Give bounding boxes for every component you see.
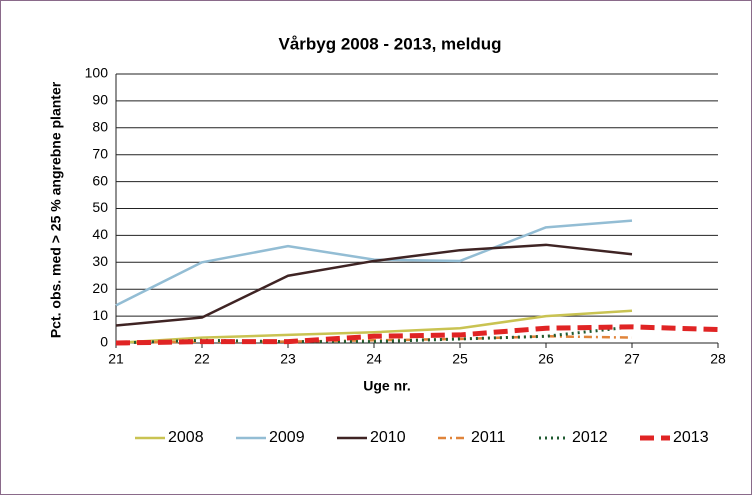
y-tick-label: 90 (92, 92, 108, 108)
y-tick-label: 10 (92, 307, 108, 323)
y-tick-label: 50 (92, 199, 108, 215)
x-tick-label: 27 (624, 351, 640, 367)
y-tick-label: 70 (92, 145, 108, 161)
x-axis-label: Uge nr. (363, 378, 410, 394)
x-tick-label: 26 (538, 351, 554, 367)
legend-label: 2013 (673, 429, 709, 446)
x-tick-label: 24 (366, 351, 382, 367)
legend-label: 2012 (572, 429, 608, 446)
x-tick-label: 22 (194, 351, 210, 367)
x-tick-label: 25 (452, 351, 468, 367)
y-tick-label: 30 (92, 253, 108, 269)
y-axis-label: Pct. obs. med > 25 % angrebne planter (48, 81, 64, 338)
series-line (115, 325, 633, 345)
y-tick-label: 80 (92, 119, 108, 135)
y-tick-label: 0 (100, 334, 108, 350)
y-tick-label: 100 (85, 65, 109, 81)
series-line (115, 219, 633, 307)
x-tick-label: 21 (108, 351, 124, 367)
legend-label: 2010 (370, 429, 406, 446)
legend-label: 2011 (471, 429, 506, 446)
series-line (115, 243, 633, 327)
x-tick-label: 23 (280, 351, 296, 367)
x-tick-label: 28 (710, 351, 726, 367)
y-tick-label: 20 (92, 280, 108, 296)
series-line (115, 309, 633, 345)
y-tick-label: 40 (92, 226, 108, 242)
chart-title: Vårbyg 2008 - 2013, meldug (279, 34, 502, 53)
legend-label: 2009 (269, 429, 305, 446)
legend-label: 2008 (168, 429, 204, 446)
y-tick-label: 60 (92, 172, 108, 188)
series-line (115, 324, 719, 346)
